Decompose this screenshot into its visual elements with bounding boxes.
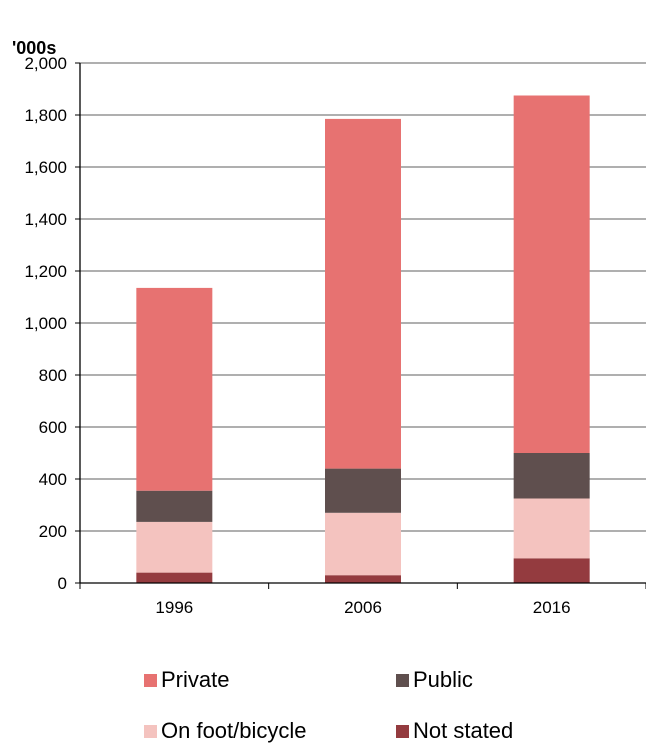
y-tick-label: 2,000 — [24, 54, 67, 73]
bar-segment-private-2006 — [325, 118, 401, 469]
bar-segment-not-stated-2006 — [325, 575, 401, 583]
legend-swatch-private — [144, 673, 157, 687]
y-tick-label: 1,200 — [24, 262, 67, 281]
legend-item-private: Private — [144, 667, 229, 693]
legend-label-not-stated: Not stated — [413, 718, 514, 743]
x-axis-ticks: 1996 2006 2016 — [79, 583, 646, 617]
y-tick-label: 400 — [39, 470, 67, 489]
legend-item-not-stated: Not stated — [396, 718, 513, 744]
x-tick-label: 2006 — [344, 598, 382, 617]
bar-segment-on-foot-bicycle-2016 — [513, 498, 590, 559]
legend-swatch-on-foot-bicycle — [144, 724, 157, 738]
y-axis-ticks: 0 200 400 600 800 1,000 1,200 1,400 1,600 1,800 2,… — [24, 54, 80, 593]
bar-segment-on-foot-bicycle-2006 — [325, 512, 401, 576]
legend-label-on-foot-bicycle: On foot/bicycle — [161, 718, 307, 743]
legend-swatch-not-stated — [396, 724, 409, 738]
bar-segment-not-stated-1996 — [136, 572, 213, 583]
y-tick-label: 200 — [39, 522, 67, 541]
y-tick-label: 1,000 — [24, 314, 67, 333]
y-tick-label: 1,600 — [24, 158, 67, 177]
legend-swatch-public — [396, 673, 409, 687]
axes — [79, 63, 646, 584]
bar-segment-public-2006 — [325, 468, 401, 513]
bar-segment-private-2016 — [513, 95, 590, 453]
x-tick-label: 1996 — [155, 598, 193, 617]
legend-item-public: Public — [396, 667, 473, 693]
x-tick-label: 2016 — [533, 598, 571, 617]
bars — [136, 95, 590, 583]
y-tick-label: 0 — [58, 574, 67, 593]
bar-segment-on-foot-bicycle-1996 — [136, 521, 213, 573]
bar-segment-public-1996 — [136, 490, 213, 522]
y-tick-label: 1,400 — [24, 210, 67, 229]
y-tick-label: 800 — [39, 366, 67, 385]
bar-segment-not-stated-2016 — [513, 558, 590, 583]
y-axis-unit-label: '000s — [12, 38, 56, 58]
bar-segment-public-2016 — [513, 453, 590, 499]
legend-label-private: Private — [161, 667, 230, 692]
bar-segment-private-1996 — [136, 287, 213, 491]
y-tick-label: 600 — [39, 418, 67, 437]
legend-label-public: Public — [413, 667, 473, 692]
legend-item-on-foot-bicycle: On foot/bicycle — [144, 718, 307, 744]
y-tick-label: 1,800 — [24, 106, 67, 125]
